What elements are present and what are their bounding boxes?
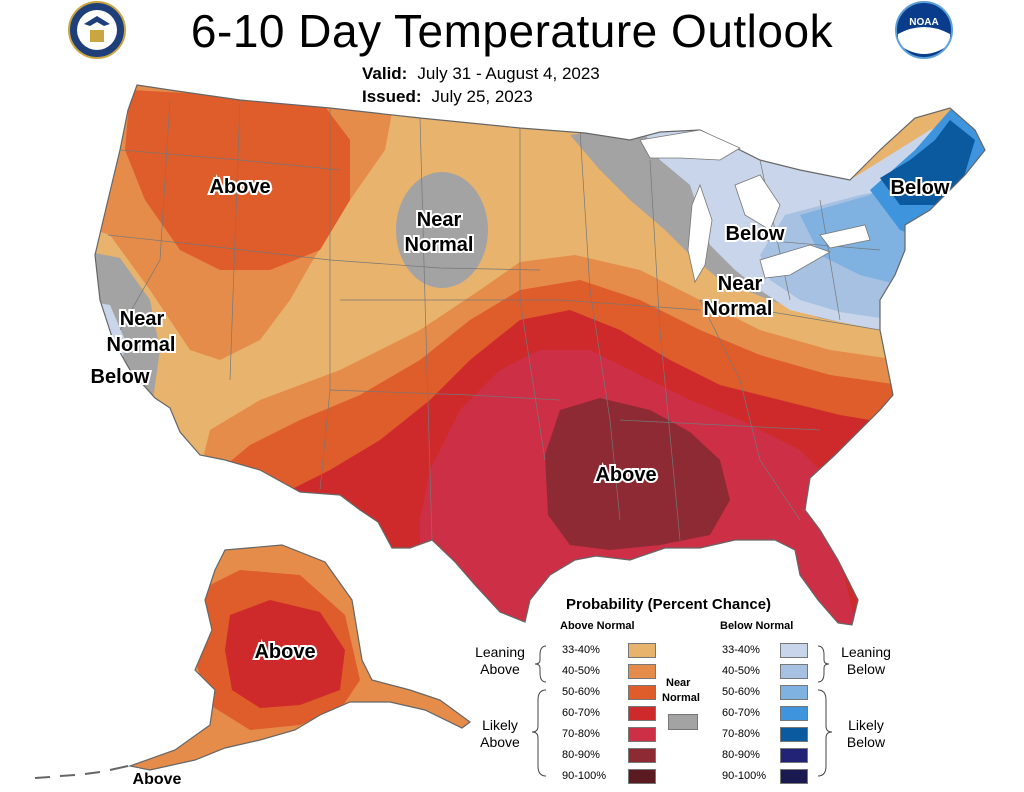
label-below-west: Below [91, 366, 150, 388]
issued-value: July 25, 2023 [431, 87, 533, 106]
legend-below-row-label: 50-60% [722, 686, 760, 698]
label-near-normal-plains-1: Near [417, 209, 462, 231]
label-near-normal-lakes-2: Normal [704, 298, 773, 320]
legend-above-row-label: 60-70% [562, 707, 600, 719]
legend-below-swatch [780, 643, 808, 658]
alaska-outline [127, 544, 472, 771]
legend-above-swatch [628, 748, 656, 763]
legend-likely-below-2: Below [846, 734, 886, 750]
legend-below-row: 70-80% [722, 727, 842, 742]
legend-above-row-label: 70-80% [562, 728, 600, 740]
legend-above-row: 50-60% [562, 685, 682, 700]
legend-below-row: 90-100% [722, 769, 842, 784]
legend-below-row: 50-60% [722, 685, 842, 700]
zone-above-80-90-south [545, 398, 730, 550]
legend-below-swatch [780, 664, 808, 679]
legend-near-head-1: Near [666, 677, 691, 689]
legend-below-swatch [780, 769, 808, 784]
legend-leaning-below: Leaning Below [836, 644, 896, 678]
legend-below-row: 40-50% [722, 664, 842, 679]
legend-above-swatch [628, 664, 656, 679]
valid-value: July 31 - August 4, 2023 [417, 64, 600, 83]
legend-leaning-above-2: Above [480, 661, 520, 677]
legend-likely-above-2: Above [480, 734, 520, 750]
legend-likely-below-1: Likely [848, 717, 884, 733]
legend-below-row-label: 70-80% [722, 728, 760, 740]
legend-likely-above: Likely Above [470, 717, 530, 751]
legend-above-row: 40-50% [562, 664, 682, 679]
issued-row: Issued: July 25, 2023 [362, 87, 533, 107]
label-above-aleutians: Above [133, 771, 182, 788]
state-boundaries [107, 99, 881, 541]
legend-leaning-below-2: Below [846, 661, 886, 677]
legend-above-row-label: 40-50% [562, 665, 600, 677]
legend-above-swatch [628, 769, 656, 784]
legend-below-head: Below Normal [720, 620, 794, 632]
legend-below-swatch [780, 727, 808, 742]
valid-row: Valid: July 31 - August 4, 2023 [362, 64, 600, 84]
page-title: 6-10 Day Temperature Outlook [190, 5, 834, 57]
legend-below-row: 33-40% [722, 643, 842, 658]
zone-below-70-80 [880, 120, 975, 205]
legend-below-swatch [780, 706, 808, 721]
great-lakes [639, 129, 871, 284]
legend-title: Probability (Percent Chance) [566, 596, 772, 613]
legend-above-row-label: 80-90% [562, 749, 600, 761]
legend-below-row-label: 33-40% [722, 644, 760, 656]
ak-zone-above-60-70 [225, 600, 345, 708]
legend-above-row: 60-70% [562, 706, 682, 721]
label-near-normal-plains-2: Normal [405, 234, 474, 256]
legend-above-row: 70-80% [562, 727, 682, 742]
label-above-alaska: Above [254, 641, 315, 663]
legend-above-row-label: 90-100% [562, 770, 607, 782]
conus-outline [94, 84, 986, 626]
label-near-normal-west-2: Normal [107, 334, 176, 356]
legend-leaning-above-1: Leaning [475, 644, 525, 660]
issued-label: Issued: [362, 87, 422, 106]
legend-near-head-2: Normal [662, 692, 700, 704]
legend-above-swatch [628, 706, 656, 721]
aleutian-islands [34, 765, 129, 779]
legend-above-row: 33-40% [562, 643, 682, 658]
legend-above-swatch [628, 643, 656, 658]
legend-likely-below: Likely Below [836, 717, 896, 751]
legend-below-swatch [780, 685, 808, 700]
legend-above-row: 90-100% [562, 769, 682, 784]
legend-below-swatch [780, 748, 808, 763]
valid-label: Valid: [362, 64, 408, 83]
legend-below-row-label: 60-70% [722, 707, 760, 719]
legend-above-head: Above Normal [560, 620, 635, 632]
department-of-commerce-seal-icon [68, 1, 126, 59]
legend-below-row-label: 90-100% [722, 770, 767, 782]
legend-below-row: 60-70% [722, 706, 842, 721]
noaa-logo-icon: NOAA [895, 1, 953, 59]
legend-leaning-above: Leaning Above [470, 644, 530, 678]
legend-below-row-label: 40-50% [722, 665, 760, 677]
label-above-northwest: Above [209, 176, 270, 198]
legend-above-row-label: 50-60% [562, 686, 600, 698]
legend-near-swatch [668, 714, 698, 730]
noaa-logo-text: NOAA [909, 17, 938, 28]
legend-below-row-label: 80-90% [722, 749, 760, 761]
legend-above-swatch [628, 727, 656, 742]
label-below-lakes: Below [726, 223, 785, 245]
zone-above-50-60-nw [125, 90, 350, 270]
label-near-normal-lakes-1: Near [718, 273, 763, 295]
legend-below-row: 80-90% [722, 748, 842, 763]
label-near-normal-west-1: Near [120, 308, 165, 330]
label-below-northeast: Below [891, 177, 950, 199]
legend-leaning-below-1: Leaning [841, 644, 891, 660]
legend-above-swatch [628, 685, 656, 700]
legend-above-row-label: 33-40% [562, 644, 600, 656]
legend-above-row: 80-90% [562, 748, 682, 763]
legend-likely-above-1: Likely [482, 717, 518, 733]
label-above-south: Above [595, 464, 656, 486]
zone-near-normal-plains [396, 172, 488, 288]
